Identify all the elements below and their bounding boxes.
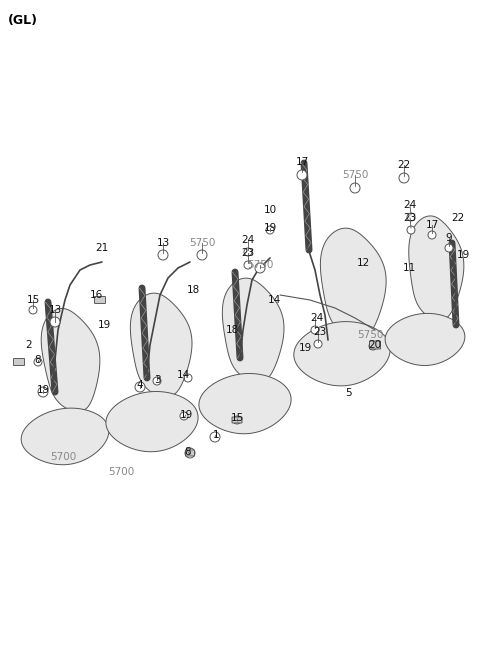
Polygon shape	[222, 278, 284, 382]
Circle shape	[233, 416, 241, 424]
Text: 8: 8	[185, 447, 192, 457]
Circle shape	[184, 374, 192, 382]
Text: 4: 4	[137, 380, 144, 390]
Text: 13: 13	[156, 238, 169, 248]
Polygon shape	[41, 309, 100, 411]
Circle shape	[210, 432, 220, 442]
Polygon shape	[320, 228, 386, 338]
Text: 11: 11	[402, 263, 416, 273]
Text: 24: 24	[311, 313, 324, 323]
Circle shape	[244, 248, 252, 256]
Text: 14: 14	[267, 295, 281, 305]
Circle shape	[34, 358, 42, 366]
Circle shape	[399, 173, 409, 183]
Circle shape	[244, 261, 252, 269]
Text: 5750: 5750	[342, 170, 368, 180]
Circle shape	[185, 448, 195, 458]
Circle shape	[266, 226, 274, 234]
Text: (GL): (GL)	[8, 14, 38, 27]
Text: 15: 15	[26, 295, 40, 305]
FancyBboxPatch shape	[232, 417, 242, 423]
Text: 22: 22	[451, 213, 465, 223]
Circle shape	[445, 244, 453, 252]
Text: 19: 19	[456, 250, 469, 260]
Text: 19: 19	[97, 320, 110, 330]
Circle shape	[135, 382, 145, 392]
Text: 15: 15	[230, 413, 244, 423]
Text: 5: 5	[345, 388, 351, 398]
Circle shape	[29, 306, 37, 314]
Polygon shape	[294, 322, 390, 386]
Text: 17: 17	[425, 220, 439, 230]
Text: 19: 19	[299, 343, 312, 353]
Circle shape	[314, 340, 322, 348]
Text: 24: 24	[403, 200, 417, 210]
Text: 9: 9	[446, 233, 452, 243]
Text: 20: 20	[369, 340, 382, 350]
Polygon shape	[106, 392, 198, 452]
Circle shape	[255, 263, 265, 273]
Text: 18: 18	[186, 285, 200, 295]
Text: 14: 14	[176, 370, 190, 380]
Text: 19: 19	[264, 223, 276, 233]
Text: 1: 1	[213, 430, 219, 440]
Text: 17: 17	[295, 157, 309, 167]
Text: 18: 18	[226, 325, 239, 335]
Polygon shape	[131, 293, 192, 397]
Circle shape	[180, 412, 188, 420]
Text: 3: 3	[154, 375, 160, 385]
Circle shape	[50, 317, 60, 327]
Text: 22: 22	[397, 160, 410, 170]
Text: 24: 24	[241, 235, 254, 245]
Circle shape	[369, 342, 377, 350]
Text: 13: 13	[48, 305, 61, 315]
Text: 5700: 5700	[108, 467, 134, 477]
Text: 23: 23	[403, 213, 417, 223]
Polygon shape	[385, 313, 465, 365]
FancyBboxPatch shape	[185, 450, 194, 456]
Circle shape	[153, 377, 161, 385]
Text: 19: 19	[36, 385, 49, 395]
Polygon shape	[199, 373, 291, 434]
Text: 19: 19	[180, 410, 192, 420]
Text: 2: 2	[26, 340, 32, 350]
Polygon shape	[409, 216, 464, 320]
Circle shape	[407, 213, 415, 221]
FancyBboxPatch shape	[370, 341, 381, 349]
Text: 10: 10	[264, 205, 276, 215]
Text: 8: 8	[35, 355, 41, 365]
Text: 5750: 5750	[247, 260, 273, 270]
Circle shape	[350, 183, 360, 193]
Text: 12: 12	[356, 258, 370, 268]
Circle shape	[197, 250, 207, 260]
Circle shape	[407, 226, 415, 234]
Circle shape	[311, 326, 319, 334]
Text: 23: 23	[241, 248, 254, 258]
Circle shape	[38, 387, 48, 397]
Circle shape	[428, 231, 436, 239]
Circle shape	[158, 250, 168, 260]
Text: 16: 16	[89, 290, 103, 300]
Text: 23: 23	[313, 327, 326, 337]
FancyBboxPatch shape	[95, 297, 106, 303]
Text: 5700: 5700	[50, 452, 76, 462]
FancyBboxPatch shape	[13, 358, 24, 365]
Text: 5750: 5750	[357, 330, 383, 340]
Circle shape	[297, 170, 307, 180]
Text: 21: 21	[96, 243, 108, 253]
Text: 5750: 5750	[189, 238, 215, 248]
Polygon shape	[21, 408, 109, 465]
